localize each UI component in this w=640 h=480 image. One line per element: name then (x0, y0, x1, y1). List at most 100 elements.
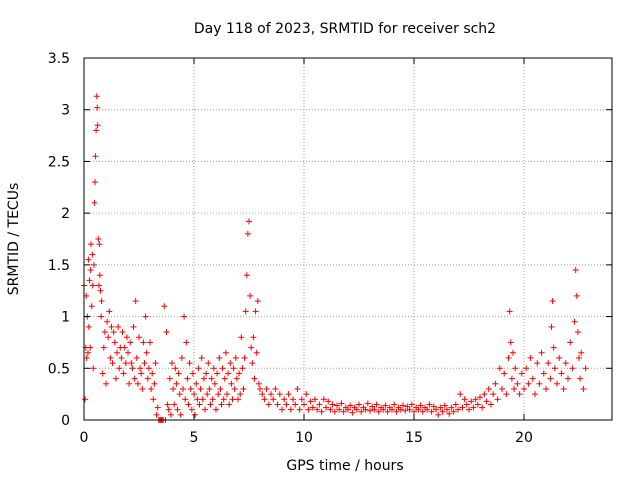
data-point (499, 385, 505, 392)
data-point (134, 380, 141, 387)
data-point (116, 365, 123, 372)
data-point (87, 344, 94, 351)
data-point (463, 401, 470, 408)
data-point (548, 323, 555, 330)
data-point (503, 391, 510, 398)
data-point (141, 360, 148, 367)
data-point (118, 354, 125, 361)
data-point (163, 329, 170, 336)
data-point (214, 370, 221, 377)
data-point (529, 375, 536, 382)
data-point (132, 298, 139, 305)
data-point (415, 406, 422, 413)
data-point (382, 402, 389, 409)
data-point (536, 380, 543, 387)
data-point (191, 391, 197, 398)
data-point (268, 391, 274, 398)
data-point (389, 406, 395, 413)
data-point (298, 396, 305, 403)
data-point (90, 365, 97, 372)
data-point (574, 329, 581, 336)
data-point (209, 396, 216, 403)
data-point (230, 365, 237, 372)
data-point (312, 396, 318, 403)
data-point (111, 339, 118, 346)
data-point (325, 398, 332, 405)
data-point (185, 401, 192, 408)
data-point (255, 380, 262, 387)
y-tick-label: 3 (61, 103, 70, 119)
data-point (151, 380, 158, 387)
y-tick-label: 1 (61, 310, 70, 326)
data-point (123, 334, 130, 341)
x-tick-label: 20 (515, 430, 533, 446)
data-point (356, 401, 362, 408)
data-point (479, 404, 486, 411)
data-point (290, 396, 296, 403)
data-point (441, 402, 448, 409)
data-point (137, 365, 144, 372)
data-point (572, 267, 579, 274)
data-point (93, 127, 100, 134)
data-point (145, 365, 152, 372)
data-point (474, 401, 481, 408)
data-point (169, 360, 175, 367)
data-point (292, 401, 299, 408)
data-point (88, 241, 95, 248)
data-point (459, 404, 466, 411)
data-point (128, 360, 135, 367)
data-point (164, 401, 171, 408)
data-point (86, 277, 93, 284)
data-point (200, 375, 207, 382)
data-point (551, 365, 558, 372)
data-point (239, 365, 246, 372)
data-point (481, 391, 488, 398)
data-point (543, 385, 549, 392)
data-point (261, 396, 268, 403)
data-point (569, 365, 576, 372)
data-point (180, 385, 186, 392)
data-point (554, 380, 560, 387)
data-point (424, 406, 431, 413)
data-point (167, 411, 174, 418)
data-point (194, 396, 201, 403)
data-point (114, 349, 120, 356)
data-point (550, 344, 557, 351)
data-point (186, 360, 193, 367)
data-point (106, 308, 113, 315)
data-point (203, 370, 210, 377)
data-point (198, 354, 205, 361)
data-point (402, 407, 409, 414)
data-point (287, 406, 294, 413)
data-point (199, 396, 206, 403)
data-point (122, 360, 129, 367)
data-point (468, 398, 475, 405)
data-point (373, 401, 380, 408)
data-point (303, 391, 310, 398)
data-point (400, 402, 406, 409)
data-point (99, 370, 106, 377)
data-point (281, 396, 288, 403)
data-point (89, 251, 96, 258)
data-point (573, 292, 580, 299)
data-point (228, 380, 235, 387)
data-point (576, 354, 582, 361)
data-point (279, 406, 285, 413)
data-point (148, 385, 155, 392)
data-point (154, 404, 161, 411)
data-point (251, 375, 258, 382)
data-point (450, 408, 457, 415)
y-tick-label: 2.5 (48, 154, 70, 170)
data-point (108, 323, 115, 330)
data-point (505, 354, 512, 361)
data-point (219, 365, 226, 372)
data-point (433, 406, 439, 413)
data-point (391, 401, 398, 408)
data-point (247, 292, 254, 299)
data-point (202, 406, 208, 413)
data-point (472, 396, 479, 403)
data-point (93, 93, 100, 100)
data-point (231, 385, 238, 392)
data-point (85, 256, 92, 263)
